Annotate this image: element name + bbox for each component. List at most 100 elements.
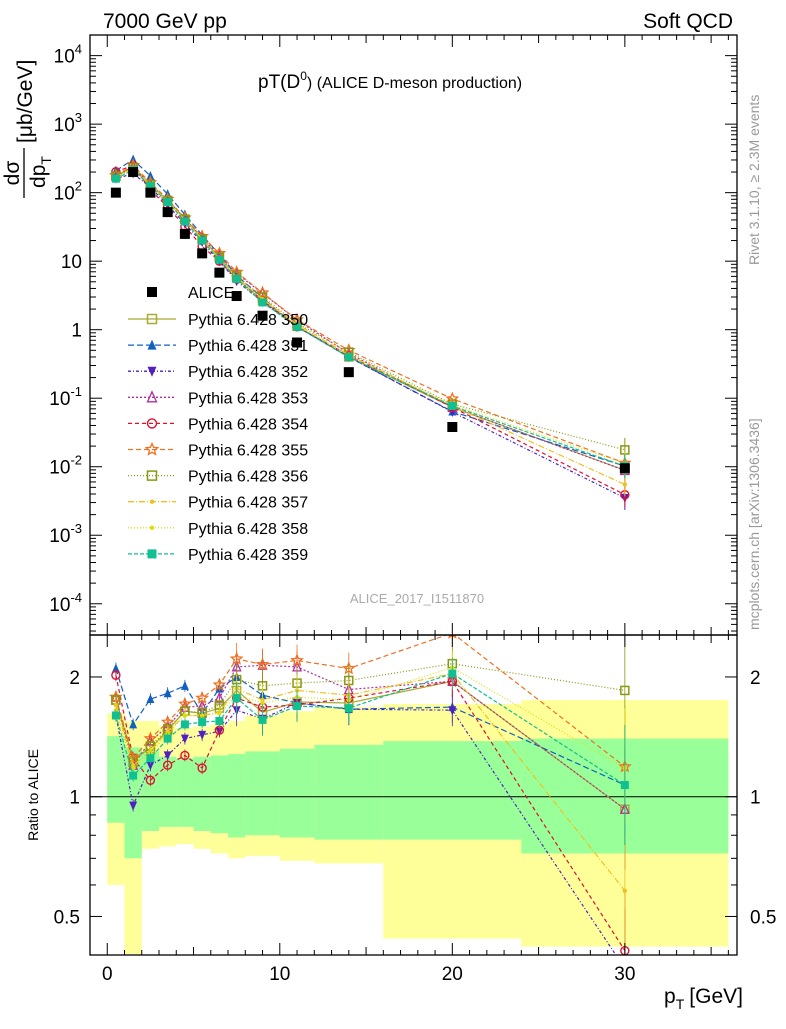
ratio-series-marker (198, 718, 207, 727)
series-line (115, 167, 626, 451)
y-tick-label-base: 10 (49, 595, 70, 616)
ratio-series-marker (145, 775, 156, 785)
ratio-series-marker (229, 651, 244, 665)
series-marker (163, 198, 172, 207)
legend-marker (146, 313, 158, 325)
y-tick-label-exp: -4 (70, 590, 82, 605)
ratio-series-marker (180, 680, 189, 690)
ratio-series-marker (290, 653, 304, 667)
legend-label: Pythia 6.428 351 (188, 338, 308, 355)
ratio-series-marker (199, 713, 205, 718)
ratio-band-inner (210, 755, 229, 834)
ratio-band-inner (245, 751, 280, 836)
y-label-den-base: dp (27, 165, 50, 188)
ratio-y-label: Ratio to ALICE (25, 749, 41, 841)
y-label-den-sub: T (38, 156, 54, 165)
legend-label: Pythia 6.428 357 (188, 495, 308, 512)
ratio-y-tick-label: 2 (69, 668, 80, 689)
series-marker (255, 285, 270, 299)
y-tick-label-base: 10 (49, 458, 70, 479)
data-point (145, 187, 156, 198)
ratio-series-marker (162, 760, 173, 770)
x-tick-label: 30 (614, 964, 635, 985)
ratio-series-marker (232, 694, 241, 703)
legend-entry: Pythia 6.428 357 (128, 495, 308, 512)
ratio-band-inner (193, 756, 211, 831)
ratio-series-marker (448, 706, 457, 716)
main-panel-series (108, 154, 632, 510)
legend: ALICE Pythia 6.428 350 Pythia 6.428 351 Pyt… (128, 285, 308, 564)
y-axis-label: dσ dpT [μb/GeV] (1, 60, 54, 198)
series-marker (258, 298, 267, 307)
ratio-series-marker (182, 713, 188, 718)
ratio-series-marker (620, 685, 630, 696)
data-point (162, 207, 173, 218)
legend-marker (146, 390, 158, 403)
x-tick-label: 10 (269, 964, 290, 985)
legend-label: Pythia 6.428 350 (188, 312, 308, 329)
legend-entry: Pythia 6.428 350 (128, 312, 308, 329)
y-tick-label-base: 10 (54, 184, 75, 205)
ratio-series-marker (620, 781, 629, 790)
ratio-y-tick-label: 0.5 (54, 907, 80, 928)
ratio-series-marker (163, 751, 172, 761)
plot-title-pre: pT(D (258, 72, 300, 93)
ratio-frame (89, 634, 738, 956)
y-tick-label: 103 (54, 110, 82, 136)
y-tick-label-base: 10 (49, 389, 70, 410)
ratio-series-marker (212, 677, 227, 691)
ratio-series-marker (129, 801, 138, 811)
legend-entry: ALICE (147, 285, 234, 302)
header-right: Soft QCD (643, 10, 733, 33)
y-tick-label-exp: -3 (70, 521, 82, 536)
series-marker (232, 274, 241, 283)
side-label-mcplots: mcplots.cern.ch [arXiv:1306.3436] (746, 418, 762, 630)
data-point (343, 367, 354, 378)
ratio-series-marker (146, 754, 155, 763)
y-tick-label: 1 (71, 321, 82, 342)
ratio-y-tick-label: 1 (750, 788, 761, 809)
series-marker (146, 182, 155, 191)
legend-label: Pythia 6.428 358 (188, 521, 308, 538)
ratio-series-marker (198, 730, 207, 740)
ratio-y-tick-label: 2 (750, 668, 761, 689)
legend-entry: Pythia 6.428 359 (128, 547, 308, 564)
ratio-series-marker (163, 734, 172, 743)
y-tick-label-base: 10 (54, 115, 75, 136)
ratio-series-marker (146, 694, 155, 704)
legend-label: Pythia 6.428 354 (188, 416, 308, 433)
legend-entry: Pythia 6.428 356 (128, 469, 308, 486)
legend-marker (147, 339, 157, 350)
legend-label: ALICE (188, 285, 234, 302)
y-label-unit: [μb/GeV] (14, 60, 37, 143)
side-label-rivet: Rivet 3.1.10, ≥ 2.3M events (746, 95, 762, 265)
series-marker (445, 391, 460, 405)
y-tick-label: 104 (54, 42, 82, 68)
legend-label: Pythia 6.428 359 (188, 547, 308, 564)
data-point (128, 167, 139, 178)
ratio-series-marker (111, 663, 120, 673)
main-frame (89, 34, 738, 636)
legend-label: Pythia 6.428 355 (188, 443, 308, 460)
ratio-series-marker (180, 750, 190, 761)
ratio-series-marker (622, 888, 628, 894)
series-marker (622, 482, 628, 487)
y-tick-label: 10 (61, 252, 82, 273)
legend-entry: Pythia 6.428 358 (128, 521, 308, 538)
ratio-band-inner (176, 758, 194, 827)
legend-entry: Pythia 6.428 352 (128, 364, 308, 381)
x-label-sub: T (676, 996, 685, 1012)
ratio-series-marker (130, 765, 136, 771)
ratio-series-marker (293, 702, 302, 711)
data-point (110, 187, 121, 198)
series-marker (198, 236, 207, 245)
legend-label: Pythia 6.428 356 (188, 469, 308, 486)
y-tick-label: 10-1 (49, 384, 82, 410)
series-marker (215, 255, 224, 264)
ratio-y-tick-label: 0.5 (750, 907, 776, 928)
y-tick-label: 10-4 (49, 590, 82, 616)
watermark: ALICE_2017_I1511870 (350, 591, 484, 606)
legend-marker (146, 470, 158, 481)
y-tick-label-exp: 2 (75, 179, 82, 194)
ratio-series-marker (197, 763, 207, 773)
